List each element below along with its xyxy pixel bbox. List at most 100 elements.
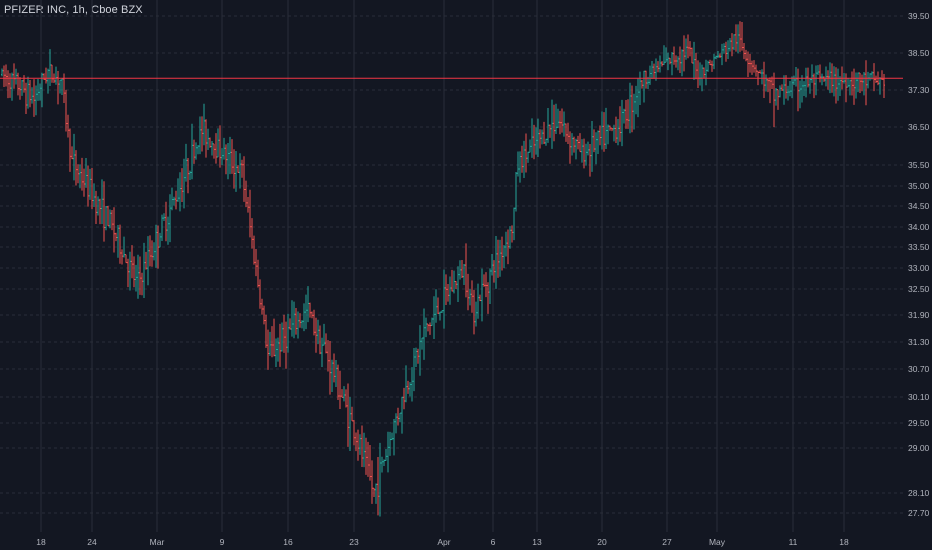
ohlc-bar: [779, 85, 781, 98]
y-tick-label: 37.30: [908, 85, 930, 95]
ohlc-bar: [339, 370, 341, 409]
ohlc-bar: [37, 78, 39, 101]
ohlc-bar: [131, 245, 133, 279]
ohlc-bar: [773, 72, 775, 128]
ohlc-bar: [235, 150, 237, 192]
ohlc-bar: [557, 108, 559, 129]
x-tick-label: 11: [789, 537, 798, 547]
ohlc-bar: [167, 216, 169, 245]
ohlc-bar: [783, 75, 785, 105]
ohlc-bar: [287, 313, 289, 353]
ohlc-bar: [531, 118, 533, 158]
ohlc-bar: [513, 207, 515, 241]
time-axis[interactable]: 18 24 Mar 9 16 23 Apr 6 13 20 27 May 11 18: [0, 532, 932, 550]
ohlc-bar: [345, 389, 347, 408]
ohlc-bar: [663, 45, 665, 65]
ohlc-bar: [191, 123, 193, 180]
ohlc-bar: [741, 21, 743, 51]
ohlc-bar: [15, 68, 17, 85]
ohlc-bar: [395, 413, 397, 434]
ohlc-bar: [823, 76, 825, 82]
ohlc-bar: [147, 236, 149, 286]
ohlc-bar: [495, 236, 497, 289]
ohlc-bar: [327, 340, 329, 372]
ohlc-bar: [111, 209, 113, 231]
ohlc-bar: [69, 128, 71, 172]
ohlc-bar: [627, 99, 629, 129]
ohlc-bar: [155, 224, 157, 268]
ohlc-bar: [439, 311, 441, 321]
ohlc-bar: [163, 213, 165, 222]
ohlc-bar: [673, 46, 675, 65]
ohlc-bar: [793, 75, 795, 86]
ohlc-bar: [143, 242, 145, 298]
ohlc-bar: [413, 348, 415, 392]
ohlc-bar: [385, 449, 387, 461]
ohlc-bar: [289, 318, 291, 330]
ohlc-bar: [689, 41, 691, 57]
ohlc-bar: [425, 317, 427, 338]
ohlc-bar: [625, 100, 627, 129]
ohlc-bar: [417, 348, 419, 364]
ohlc-bar: [539, 129, 541, 149]
ohlc-bar: [761, 69, 763, 85]
ohlc-bar: [393, 418, 395, 456]
ohlc-bar: [767, 78, 769, 93]
y-tick-label: 34.50: [908, 201, 930, 211]
ohlc-bar: [307, 286, 309, 323]
ohlc-bar: [251, 218, 253, 249]
ohlc-bar: [623, 108, 625, 124]
ohlc-bar: [283, 314, 285, 353]
ohlc-bar: [785, 75, 787, 99]
ohlc-bar: [819, 64, 821, 83]
ohlc-bar: [175, 190, 177, 210]
ohlc-bar: [11, 72, 13, 101]
ohlc-bar: [645, 70, 647, 89]
ohlc-bar: [459, 260, 461, 280]
ohlc-bar: [215, 133, 217, 164]
ohlc-bar: [571, 133, 573, 156]
ohlc-bar: [319, 325, 321, 355]
ohlc-bar: [323, 323, 325, 346]
ohlc-bar: [639, 71, 641, 106]
ohlc-bar: [725, 41, 727, 62]
ohlc-bar: [473, 289, 475, 335]
price-axis[interactable]: 39.50 38.50 37.30 36.50 35.50 35.00 34.50 34.00…: [903, 0, 932, 550]
ohlc-bar: [17, 72, 19, 96]
ohlc-bar: [665, 47, 667, 63]
ohlc-bar: [237, 165, 239, 173]
ohlc-bar: [261, 298, 263, 315]
ohlc-bar: [759, 70, 761, 74]
ohlc-bar: [221, 148, 223, 166]
ohlc-bar: [201, 116, 203, 152]
ohlc-bar: [29, 79, 31, 108]
ohlc-bar: [245, 180, 247, 208]
time-axis-bg: [0, 532, 932, 550]
ohlc-bar: [867, 71, 869, 89]
ohlc-bar: [51, 64, 53, 83]
ohlc-bar: [807, 67, 809, 88]
ohlc-bar: [117, 224, 119, 258]
x-tick-label: May: [709, 537, 726, 547]
x-tick-label: 9: [220, 537, 225, 547]
ohlc-bar: [595, 132, 597, 165]
x-tick-label: 20: [597, 537, 607, 547]
ohlc-bar: [25, 82, 27, 114]
ohlc-bar: [121, 249, 123, 265]
ohlc-bar: [637, 78, 639, 118]
ohlc-bar: [65, 89, 67, 132]
ohlc-bar: [463, 263, 465, 285]
ohlc-bar: [647, 76, 649, 90]
ohlc-bar: [101, 179, 103, 224]
ohlc-bar: [713, 53, 715, 70]
ohlc-bar: [199, 116, 201, 155]
ohlc-bar: [193, 139, 195, 164]
ohlc-bar: [325, 333, 327, 354]
ohlc-bar: [837, 68, 839, 101]
ohlc-bar: [361, 425, 363, 468]
ohlc-bar: [855, 72, 857, 99]
ohlc-bar: [651, 60, 653, 79]
ohlc-bar: [719, 53, 721, 58]
ohlc-bar: [833, 66, 835, 97]
